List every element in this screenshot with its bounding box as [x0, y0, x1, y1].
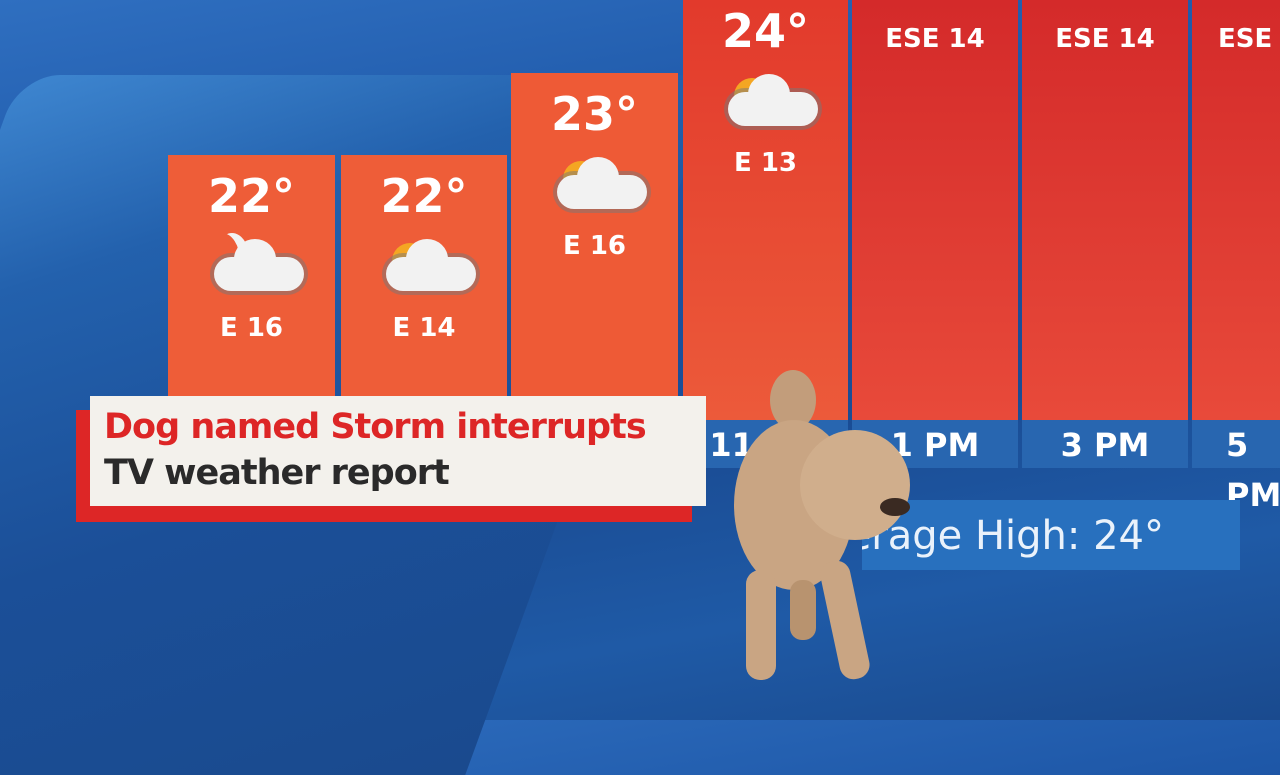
time-label-3pm: 3 PM — [1022, 420, 1188, 468]
forecast-column-7: ESE — [1192, 0, 1280, 420]
forecast-column-2: 22° E 14 — [341, 155, 507, 420]
temperature: 24° — [721, 4, 809, 58]
forecast-column-5: ESE 14 — [852, 0, 1018, 420]
sun-cloud-icon — [535, 151, 655, 221]
average-high: Average High: 24° — [862, 500, 1240, 570]
temperature: 22° — [207, 169, 295, 223]
temperature: 22° — [380, 169, 468, 223]
forecast-column-4: 24° E 13 — [683, 0, 848, 420]
headline-caption: Dog named Storm interrupts TV weather re… — [90, 396, 706, 506]
wind: E 16 — [563, 231, 626, 261]
forecast-column-6: ESE 14 — [1022, 0, 1188, 420]
dog — [730, 370, 920, 690]
wind: ESE — [1218, 24, 1273, 54]
time-label-5pm: 5 PM — [1192, 420, 1280, 514]
sun-cloud-icon — [706, 68, 826, 138]
wind: ESE 14 — [1055, 24, 1155, 54]
headline-line-2: TV weather report — [104, 453, 450, 493]
forecast-column-3: 23° E 16 — [511, 73, 678, 420]
temperature: 23° — [550, 87, 638, 141]
headline-line-1: Dog named Storm interrupts — [104, 407, 647, 447]
wind: E 14 — [392, 313, 456, 343]
sun-cloud-icon — [364, 233, 484, 303]
wind: E 13 — [734, 148, 797, 178]
wind: ESE 14 — [885, 24, 985, 54]
moon-cloud-icon — [192, 233, 312, 303]
forecast-column-1: 22° E 16 — [168, 155, 335, 420]
wind: E 16 — [220, 313, 283, 343]
